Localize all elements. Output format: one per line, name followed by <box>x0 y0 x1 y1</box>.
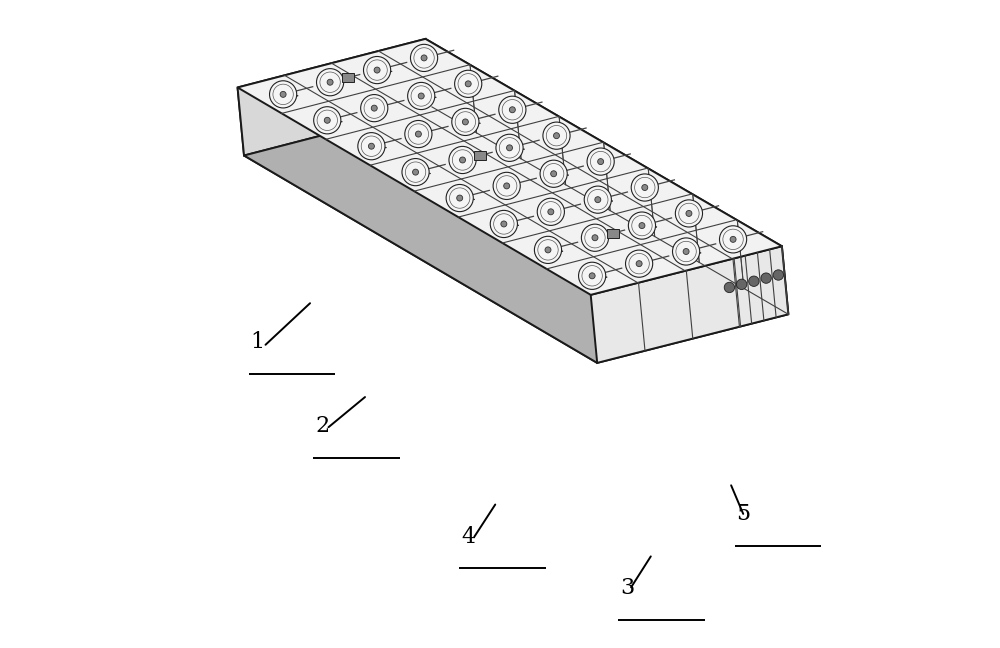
Circle shape <box>675 200 703 227</box>
Circle shape <box>724 283 735 293</box>
Circle shape <box>455 70 482 97</box>
Circle shape <box>368 143 374 149</box>
Circle shape <box>314 107 341 134</box>
Circle shape <box>543 122 570 149</box>
Circle shape <box>460 157 466 163</box>
Text: 3: 3 <box>620 577 634 599</box>
Polygon shape <box>238 87 597 363</box>
Circle shape <box>418 93 424 99</box>
Circle shape <box>761 273 771 283</box>
Circle shape <box>499 96 526 123</box>
Circle shape <box>462 119 468 125</box>
Text: 2: 2 <box>315 415 329 437</box>
Circle shape <box>581 224 609 251</box>
Circle shape <box>592 235 598 240</box>
Polygon shape <box>425 39 788 314</box>
Circle shape <box>410 44 438 71</box>
Polygon shape <box>244 107 788 363</box>
Circle shape <box>673 238 700 265</box>
Circle shape <box>579 262 606 290</box>
Circle shape <box>636 260 642 266</box>
Circle shape <box>595 197 601 203</box>
Circle shape <box>493 172 520 200</box>
Circle shape <box>504 183 510 189</box>
Text: 5: 5 <box>737 503 751 525</box>
Circle shape <box>421 55 427 61</box>
Circle shape <box>408 82 435 110</box>
Circle shape <box>642 185 648 191</box>
Polygon shape <box>238 39 782 295</box>
Circle shape <box>402 159 429 186</box>
Circle shape <box>270 81 297 108</box>
Circle shape <box>548 209 554 214</box>
Circle shape <box>449 146 476 174</box>
Circle shape <box>639 223 645 229</box>
Polygon shape <box>238 39 432 156</box>
Circle shape <box>371 105 377 111</box>
Circle shape <box>358 133 385 160</box>
Circle shape <box>327 79 333 85</box>
Text: 1: 1 <box>251 331 265 353</box>
Circle shape <box>405 121 432 148</box>
Circle shape <box>507 145 513 151</box>
Circle shape <box>361 95 388 122</box>
Circle shape <box>280 91 286 97</box>
Circle shape <box>540 160 567 187</box>
Circle shape <box>589 273 595 279</box>
Circle shape <box>730 237 736 242</box>
Circle shape <box>509 107 515 113</box>
Circle shape <box>363 56 391 84</box>
Circle shape <box>324 117 330 123</box>
Circle shape <box>631 174 658 201</box>
Circle shape <box>452 108 479 135</box>
Circle shape <box>457 195 463 201</box>
Circle shape <box>736 279 747 290</box>
Polygon shape <box>591 246 788 363</box>
Circle shape <box>598 159 604 165</box>
Circle shape <box>537 198 564 226</box>
Bar <box>342 73 354 82</box>
Circle shape <box>686 211 692 216</box>
Circle shape <box>446 185 473 212</box>
Circle shape <box>413 169 419 175</box>
Circle shape <box>374 67 380 73</box>
Circle shape <box>545 247 551 253</box>
Circle shape <box>317 69 344 96</box>
Circle shape <box>554 133 559 139</box>
Circle shape <box>551 171 557 177</box>
Bar <box>474 151 486 160</box>
Circle shape <box>719 226 747 253</box>
Circle shape <box>584 186 611 213</box>
Circle shape <box>749 276 759 286</box>
Circle shape <box>626 250 653 277</box>
Text: 4: 4 <box>461 526 475 548</box>
Circle shape <box>490 211 517 238</box>
Circle shape <box>501 221 507 227</box>
Circle shape <box>496 134 523 161</box>
Bar <box>607 229 619 238</box>
Circle shape <box>534 237 562 264</box>
Circle shape <box>683 249 689 255</box>
Circle shape <box>773 270 784 280</box>
Circle shape <box>415 131 421 137</box>
Circle shape <box>587 148 614 175</box>
Circle shape <box>465 81 471 87</box>
Circle shape <box>628 212 656 239</box>
